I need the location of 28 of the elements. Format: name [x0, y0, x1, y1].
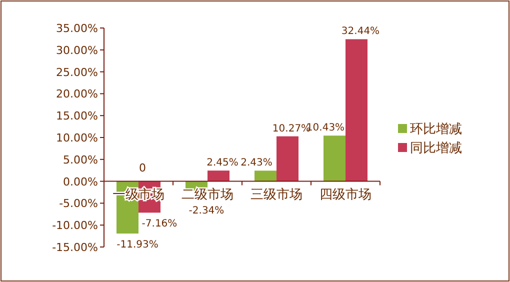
y-tick-label: 15.00% — [56, 110, 98, 123]
bar — [346, 39, 368, 182]
bar — [324, 136, 346, 182]
bar — [276, 136, 298, 182]
data-label: 2.45% — [206, 158, 238, 169]
data-label: -7.16% — [142, 218, 178, 230]
data-label: -11.93% — [116, 240, 158, 251]
y-tick-label: 5.00% — [63, 153, 98, 166]
legend-label: 环比增减 — [410, 122, 462, 137]
x-tick-label: 三级市场 — [250, 187, 302, 202]
y-tick-label: 35.00% — [56, 22, 98, 35]
y-tick-label: 30.00% — [56, 44, 98, 57]
y-tick-label: 10.00% — [56, 132, 98, 144]
data-label: 2.43% — [240, 158, 272, 169]
data-label: -2.34% — [188, 205, 224, 216]
y-tick-label: 0.00% — [63, 175, 98, 188]
bar — [254, 170, 276, 182]
legend-label: 同比增减 — [410, 141, 462, 156]
y-tick-label: 25.00% — [56, 66, 98, 79]
y-tick-label: -10.00% — [52, 219, 98, 232]
annotation: 0 — [139, 161, 146, 174]
x-tick-label: 二级市场 — [182, 187, 234, 202]
data-label: 32.44% — [341, 26, 380, 38]
y-tick-label: 20.00% — [56, 88, 98, 101]
y-tick-label: -15.00% — [52, 241, 98, 254]
y-tick-label: -5.00% — [59, 197, 98, 210]
x-tick-label: 四级市场 — [320, 187, 372, 202]
bar — [208, 170, 230, 182]
